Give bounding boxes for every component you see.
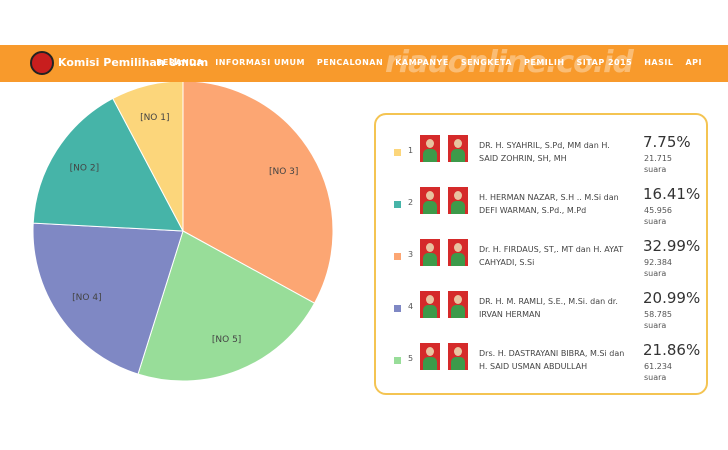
- candidate-name: Drs. H. DASTRAYANI BIBRA, M.Si dan H. SA…: [479, 349, 625, 371]
- slice-label: [NO 3]: [269, 167, 298, 177]
- candidate-number: 2: [408, 198, 414, 207]
- legend-row: 1 DR. H. SYAHRIL, S.Pd, MM dan H. SAID ZO…: [376, 133, 706, 177]
- color-swatch: [394, 253, 401, 260]
- brand[interactable]: Komisi Pemilihan Umum: [58, 56, 209, 69]
- menu-item[interactable]: SENGKETA: [460, 58, 512, 67]
- candidate-photo: [448, 135, 468, 162]
- vote-percent: 21.86%: [643, 341, 701, 359]
- color-swatch: [394, 201, 401, 208]
- candidate-number: 3: [408, 250, 414, 259]
- candidate-number: 4: [408, 302, 414, 311]
- candidate-photo: [448, 291, 468, 318]
- candidate-photo: [448, 343, 468, 370]
- candidate-number: 1: [408, 146, 414, 155]
- vote-unit: suara: [644, 373, 667, 382]
- pie-slice[interactable]: [32, 222, 184, 375]
- vote-unit: suara: [644, 269, 667, 278]
- menu: BERANDA INFORMASI UMUM PENCALONAN KAMPANYE S…: [156, 58, 702, 67]
- candidate-photo: [420, 239, 440, 266]
- color-swatch: [394, 305, 401, 312]
- candidate-photo: [448, 187, 468, 214]
- legend-row: 2 H. HERMAN NAZAR, S.H .. M.Si dan DEFI W…: [376, 185, 706, 229]
- menu-item[interactable]: INFORMASI UMUM: [215, 58, 305, 67]
- menu-item[interactable]: KAMPANYE: [395, 58, 449, 67]
- candidate-photo: [420, 343, 440, 370]
- pie-slice[interactable]: [137, 230, 316, 382]
- slice-label: [NO 5]: [212, 335, 241, 345]
- legend-row: 5 Drs. H. DASTRAYANI BIBRA, M.Si dan H. S…: [376, 341, 706, 385]
- pie-slice[interactable]: [182, 82, 334, 304]
- color-swatch: [394, 149, 401, 156]
- vote-count: 92.384: [644, 258, 672, 267]
- vote-percent: 20.99%: [643, 289, 701, 307]
- nav-bar: Komisi Pemilihan Umum riauonline.co.id B…: [0, 45, 728, 82]
- vote-unit: suara: [644, 217, 667, 226]
- watermark: riauonline.co.id: [385, 45, 634, 80]
- slice-label: [NO 2]: [70, 164, 99, 174]
- vote-count: 21.715: [644, 154, 672, 163]
- menu-item[interactable]: SITAP 2015: [576, 58, 633, 67]
- menu-item[interactable]: API: [685, 58, 702, 67]
- vote-percent: 32.99%: [643, 237, 701, 255]
- candidate-name: H. HERMAN NAZAR, S.H .. M.Si dan DEFI WA…: [479, 193, 619, 215]
- vote-unit: suara: [644, 321, 667, 330]
- candidate-photo: [420, 135, 440, 162]
- pie-slice[interactable]: [32, 97, 184, 232]
- menu-item[interactable]: PEMILIH: [524, 58, 565, 67]
- candidate-photo: [420, 187, 440, 214]
- candidate-photo: [448, 239, 468, 266]
- candidate-name: Dr. H. FIRDAUS, ST,. MT dan H. AYAT CAHY…: [479, 245, 624, 267]
- vote-percent: 16.41%: [643, 185, 701, 203]
- candidate-name: DR. H. SYAHRIL, S.Pd, MM dan H. SAID ZOH…: [479, 141, 610, 163]
- slice-label: [NO 4]: [72, 293, 101, 303]
- menu-item[interactable]: BERANDA: [156, 58, 204, 67]
- vote-percent: 7.75%: [643, 133, 691, 151]
- slice-label: [NO 1]: [140, 113, 169, 123]
- menu-item[interactable]: PENCALONAN: [316, 58, 384, 67]
- color-swatch: [394, 357, 401, 364]
- vote-count: 58.785: [644, 310, 672, 319]
- vote-count: 61.234: [644, 362, 672, 371]
- legend-row: 3 Dr. H. FIRDAUS, ST,. MT dan H. AYAT CAH…: [376, 237, 706, 281]
- candidate-name: DR. H. M. RAMLI, S.E., M.Si. dan dr. IRV…: [479, 297, 618, 319]
- candidate-number: 5: [408, 354, 414, 363]
- menu-item[interactable]: HASIL: [644, 58, 674, 67]
- logo[interactable]: [30, 51, 54, 75]
- vote-count: 45.956: [644, 206, 672, 215]
- legend-row: 4 DR. H. M. RAMLI, S.E., M.Si. dan dr. IR…: [376, 289, 706, 333]
- legend-panel: 1 DR. H. SYAHRIL, S.Pd, MM dan H. SAID ZO…: [374, 113, 708, 395]
- candidate-photo: [420, 291, 440, 318]
- pie-chart: [NO 3] [NO 5] [NO 4] [NO 2] [NO 1]: [32, 82, 334, 382]
- pie-slice[interactable]: [112, 82, 184, 232]
- vote-unit: suara: [644, 165, 667, 174]
